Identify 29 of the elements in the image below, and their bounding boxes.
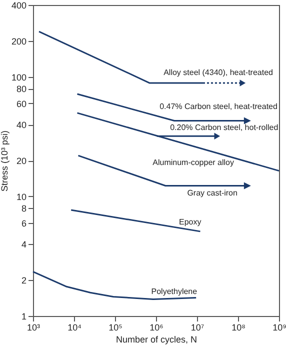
series-label: Aluminum-copper alloy <box>152 158 234 167</box>
series-label: 0.47% Carbon steel, heat-treated <box>160 102 278 111</box>
y-tick-label: 80 <box>16 84 26 94</box>
y-tick-label: 400 <box>11 0 26 10</box>
x-axis-title: Number of cycles, N <box>116 334 198 344</box>
y-tick-label: 100 <box>11 72 26 82</box>
y-tick-label: 10 <box>16 192 26 202</box>
series-label: 0.20% Carbon steel, hot-rolled <box>170 123 278 132</box>
x-tick-label: 10³ <box>26 322 40 332</box>
x-tick-label: 10⁹ <box>272 322 286 332</box>
y-tick-label: 6 <box>21 218 26 228</box>
x-tick-label: 10⁴ <box>68 322 82 332</box>
series-label: Polyethylene <box>151 286 198 296</box>
x-tick-label: 10⁷ <box>190 322 204 332</box>
y-tick-label: 40 <box>16 120 26 130</box>
x-tick-label: 10⁶ <box>150 322 164 332</box>
series-label: Alloy steel (4340), heat-treated <box>164 68 273 78</box>
y-tick-label: 20 <box>16 156 26 166</box>
y-tick-label: 60 <box>16 98 26 109</box>
y-tick-label: 8 <box>21 204 26 214</box>
x-tick-label: 10⁵ <box>108 322 123 332</box>
y-tick-label: 4 <box>21 240 26 250</box>
x-tick-label: 10⁸ <box>232 322 246 332</box>
y-tick-label: 200 <box>11 36 26 46</box>
y-tick-label: 2 <box>21 276 26 286</box>
y-tick-label: 1 <box>21 312 26 322</box>
y-axis-title: Stress (10³ psi) <box>0 130 10 192</box>
series-label: Gray cast-iron <box>187 188 238 198</box>
series-label: Epoxy <box>179 217 202 226</box>
